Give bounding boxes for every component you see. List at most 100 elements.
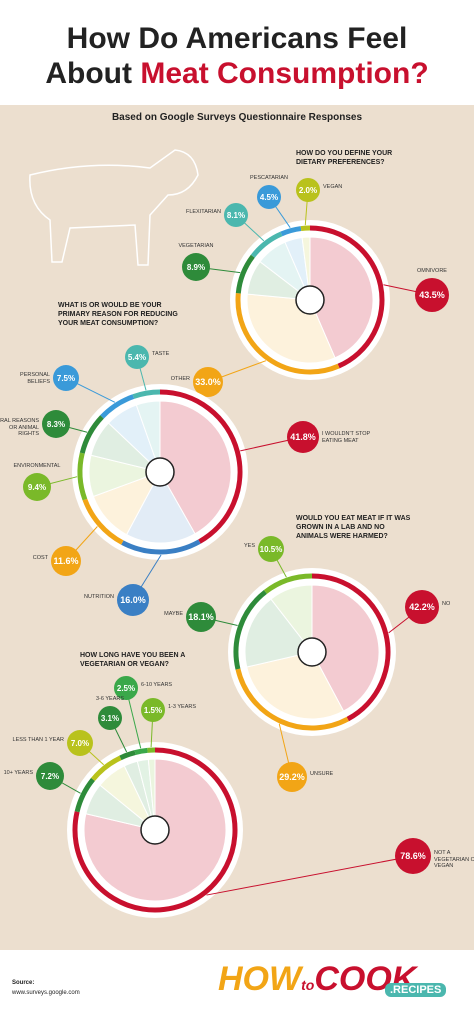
value-label: 78.6%: [400, 851, 426, 861]
value-label: 3.1%: [101, 714, 119, 723]
category-label: 10+ YEARS: [3, 770, 33, 776]
category-label: TASTE: [152, 351, 170, 357]
pie-wedge: [309, 236, 374, 359]
chart-hub: [145, 457, 175, 487]
chart-question: HOW DO YOU DEFINE YOUR DIETARY PREFERENC…: [296, 150, 393, 166]
title: How Do Americans Feel About Meat Consump…: [0, 22, 474, 91]
logo-part: to: [301, 977, 315, 993]
value-bubble: [287, 421, 319, 453]
category-label: ENVIRONMENTAL: [13, 463, 61, 469]
ring-arc: [300, 225, 311, 232]
pie-wedge: [301, 236, 311, 301]
value-bubble: [405, 590, 439, 624]
value-bubble: [98, 706, 122, 730]
value-label: 2.0%: [299, 186, 317, 195]
title-text: About: [45, 56, 132, 90]
value-label: 42.2%: [409, 602, 435, 612]
subtitle: Based on Google Surveys Questionnaire Re…: [111, 112, 363, 123]
pie-wedge: [135, 400, 161, 473]
value-label: 11.6%: [53, 556, 78, 566]
category-label: NO: [442, 601, 451, 607]
category-label: VEGETARIAN: [178, 243, 214, 249]
pie-wedge: [147, 758, 156, 831]
pie-wedge: [270, 584, 313, 654]
value-label: 5.4%: [128, 353, 146, 362]
pie-wedge: [311, 584, 380, 712]
title-line: How Do Americans Feel: [66, 22, 408, 55]
title-highlight: Meat Consumption?: [140, 56, 429, 90]
ring-arc: [82, 498, 124, 545]
chart-question: WHAT IS OR WOULD BE YOUR PRIMARY REASON …: [58, 302, 178, 327]
ring-arc: [100, 394, 135, 419]
value-label: 8.1%: [227, 211, 245, 220]
ring-arc: [79, 415, 104, 454]
ring-arc: [74, 777, 95, 813]
value-label: 10.5%: [260, 545, 283, 554]
header-band: [0, 0, 474, 105]
category-label: 1-3 YEARS: [168, 704, 197, 710]
source: www.surveys.google.com: [12, 990, 80, 996]
chart-question: HOW LONG HAVE YOU BEEN A VEGETARIAN OR V…: [80, 652, 186, 668]
category-label: PESCATARIAN: [250, 175, 288, 181]
value-label: 18.1%: [188, 612, 214, 622]
category-label: UNSURE: [310, 771, 334, 777]
category-label: OTHER: [170, 376, 190, 382]
value-bubble: [141, 698, 165, 722]
value-label: 9.4%: [28, 483, 46, 492]
value-label: 2.5%: [117, 684, 135, 693]
value-bubble: [114, 676, 138, 700]
value-label: 7.0%: [71, 739, 89, 748]
ring-arc: [250, 231, 283, 258]
ring-arc: [235, 292, 340, 375]
value-bubble: [53, 365, 79, 391]
category-label: MAYBE: [164, 611, 183, 617]
ring-arc: [132, 389, 161, 399]
category-label: I WOULDN'T STOP EATING MEAT: [322, 431, 371, 444]
value-label: 1.5%: [144, 706, 162, 715]
value-bubble: [193, 367, 223, 397]
value-bubble: [42, 410, 70, 438]
ring-arc: [121, 539, 201, 555]
category-label: OMNIVORE: [417, 268, 447, 274]
category-label: FLEXITARIAN: [185, 209, 221, 215]
title-line: About Meat Consumption?: [0, 57, 474, 92]
category-label: YES: [243, 543, 255, 549]
pie-wedge: [159, 400, 232, 535]
value-bubble: [277, 762, 307, 792]
value-label: 43.5%: [419, 290, 445, 300]
ring-arc: [235, 254, 255, 294]
value-bubble: [258, 536, 284, 562]
value-label: 7.5%: [57, 374, 75, 383]
value-bubble: [117, 584, 149, 616]
category-label: NUTRITION: [84, 594, 114, 600]
value-label: 4.5%: [260, 193, 278, 202]
ring-arc: [309, 225, 385, 369]
value-bubble: [182, 253, 210, 281]
value-bubble: [125, 345, 149, 369]
ring-arc: [91, 755, 122, 782]
value-label: 8.9%: [187, 263, 205, 272]
category-label: LESS THAN 1 YEAR: [12, 737, 64, 743]
pie-wedge: [125, 470, 196, 544]
source-label: Source:: [12, 980, 35, 986]
ring-arc: [311, 573, 391, 722]
value-bubble: [23, 473, 51, 501]
value-label: 33.0%: [195, 377, 221, 387]
value-label: 7.2%: [41, 772, 59, 781]
pie-wedge: [246, 651, 345, 720]
ring-arc: [280, 226, 302, 237]
ring-arc: [134, 747, 148, 755]
logo-part: HOW: [218, 960, 302, 998]
ring-arc: [119, 750, 136, 761]
leader-line: [206, 855, 414, 896]
value-bubble: [186, 602, 216, 632]
value-bubble: [51, 546, 81, 576]
ring-arc: [72, 747, 238, 913]
logo-part: .RECIPES: [385, 983, 447, 997]
category-label: 3-6 YEARS: [95, 696, 125, 702]
ring-arc: [77, 452, 88, 501]
chart-hub: [295, 285, 325, 315]
value-bubble: [224, 203, 248, 227]
category-label: COST: [32, 555, 48, 561]
